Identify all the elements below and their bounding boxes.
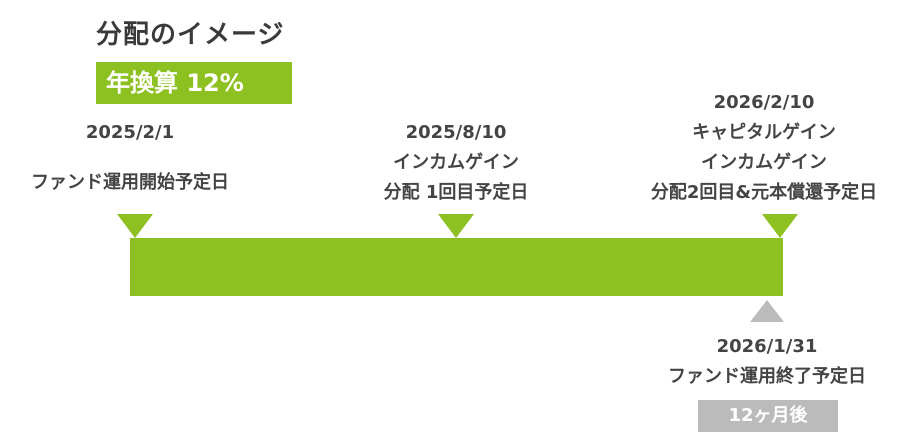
milestone-start-label: 2025/2/1 ファンド運用開始予定日: [31, 118, 229, 198]
milestone-end-label: 2026/2/10 キャピタルゲイン インカムゲイン 分配2回目&元本償還予定日: [651, 88, 877, 208]
milestone-mid-label: 2025/8/10 インカムゲイン 分配 1回目予定日: [384, 118, 529, 208]
milestone-start-spacer: [31, 148, 229, 168]
annual-rate-badge: 年換算 12%: [96, 62, 292, 104]
fund-end-desc: ファンド運用終了予定日: [668, 366, 866, 387]
marker-end-triangle: [762, 214, 798, 238]
marker-start-triangle: [117, 214, 153, 238]
page-title: 分配のイメージ: [96, 20, 285, 50]
milestone-end-desc-2: インカムゲイン: [701, 152, 827, 173]
marker-fund-end-triangle: [750, 300, 784, 322]
milestone-end-date: 2026/2/10: [713, 92, 815, 113]
fund-end-date: 2026/1/31: [716, 336, 818, 357]
timeline-bar: [130, 238, 783, 296]
fund-end-label: 2026/1/31 ファンド運用終了予定日: [668, 332, 866, 392]
milestone-end-desc-1: キャピタルゲイン: [692, 122, 836, 143]
milestone-mid-date: 2025/8/10: [405, 122, 507, 143]
milestone-start-date: 2025/2/1: [85, 122, 175, 143]
period-badge: 12ヶ月後: [698, 400, 838, 432]
milestone-mid-desc-2: 分配 1回目予定日: [383, 182, 529, 203]
milestone-mid-desc-1: インカムゲイン: [393, 152, 519, 173]
milestone-end-desc-3: 分配2回目&元本償還予定日: [650, 182, 878, 203]
marker-mid-triangle: [438, 214, 474, 238]
milestone-start-desc: ファンド運用開始予定日: [31, 172, 229, 193]
